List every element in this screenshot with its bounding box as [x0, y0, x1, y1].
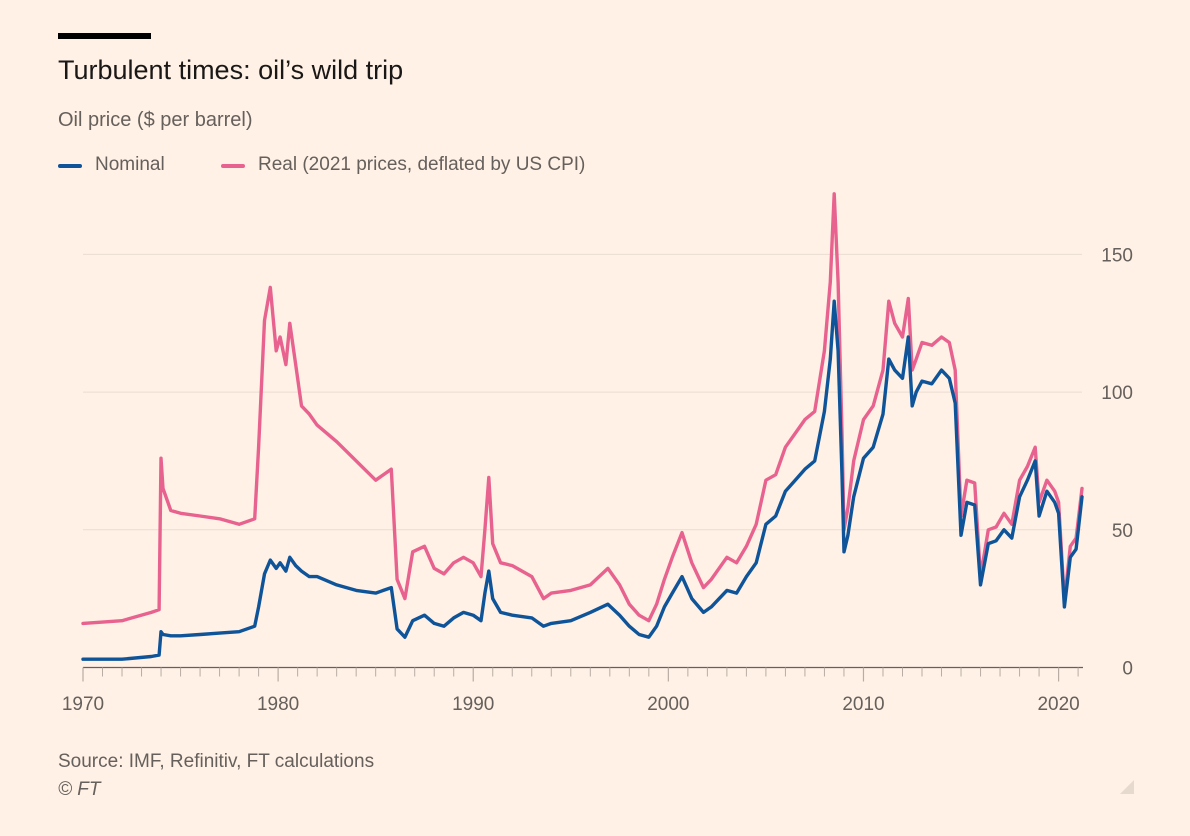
legend-label-real: Real (2021 prices, deflated by US CPI)	[258, 154, 586, 175]
x-tick-label: 2020	[1037, 694, 1079, 715]
y-tick-label: 150	[1101, 245, 1133, 266]
title-rule	[58, 33, 151, 39]
x-tick-label: 2010	[842, 694, 884, 715]
x-tick-label: 1980	[257, 694, 299, 715]
legend-label-nominal: Nominal	[95, 154, 165, 175]
y-tick-label: 50	[1112, 521, 1133, 542]
series-line-nominal	[81, 299, 1084, 661]
chart-subtitle: Oil price ($ per barrel)	[58, 109, 253, 131]
legend-swatch-real	[221, 164, 245, 168]
line-chart: 0 50 100 150 1970 1980 1990 2000 2010 2020	[62, 192, 1133, 715]
legend-swatch-nominal	[58, 164, 82, 168]
x-tick-label: 2000	[647, 694, 689, 715]
copyright-note: © FT	[58, 779, 101, 800]
y-tick-label: 0	[1122, 659, 1133, 680]
x-tick-label: 1970	[62, 694, 104, 715]
source-note: Source: IMF, Refinitiv, FT calculations	[58, 751, 375, 772]
series-line-real	[81, 192, 1084, 626]
resize-corner-icon	[1120, 780, 1134, 794]
chart-title: Turbulent times: oil’s wild trip	[58, 55, 404, 85]
y-tick-label: 100	[1101, 383, 1133, 404]
x-tick-label: 1990	[452, 694, 494, 715]
